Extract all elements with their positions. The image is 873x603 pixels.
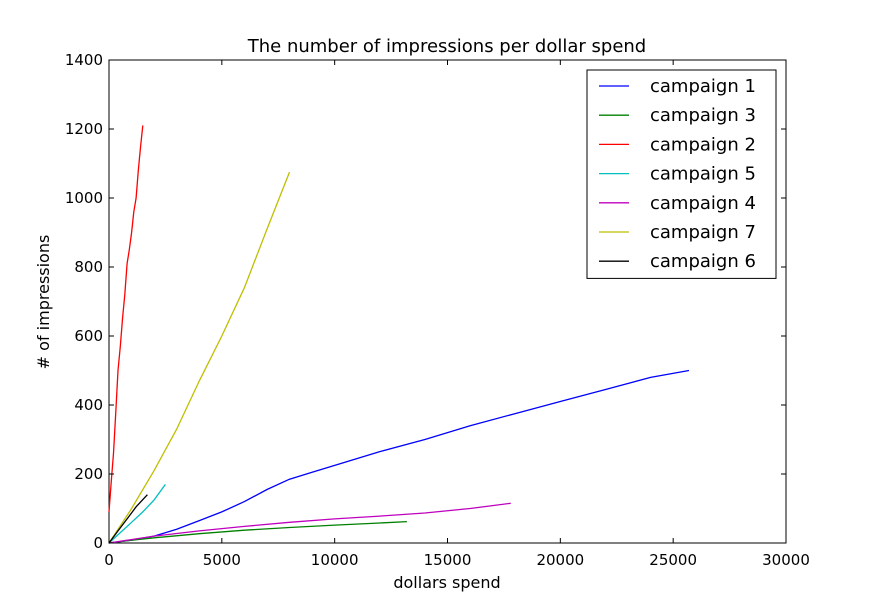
series-line-campaign-6 xyxy=(108,494,148,544)
legend-label: campaign 2 xyxy=(650,134,756,155)
y-tick-label: 1200 xyxy=(65,120,103,138)
legend-label: campaign 1 xyxy=(650,76,756,97)
legend-label: campaign 6 xyxy=(650,251,756,272)
y-tick-label: 800 xyxy=(74,258,103,276)
series-line-campaign-4 xyxy=(108,502,511,544)
series-line-campaign-3 xyxy=(108,520,407,544)
y-tick-label: 200 xyxy=(74,465,103,483)
y-tick-label: 0 xyxy=(93,534,103,552)
series-line-campaign-2 xyxy=(108,125,144,512)
y-tick-label: 400 xyxy=(74,396,103,414)
y-axis-label: # of impressions xyxy=(34,235,53,370)
x-tick-label: 20000 xyxy=(536,551,584,569)
legend-label: campaign 7 xyxy=(650,222,756,243)
x-axis-label: dollars spend xyxy=(393,573,500,592)
legend-label: campaign 5 xyxy=(650,164,756,185)
y-tick-label: 1400 xyxy=(65,51,103,69)
series-line-campaign-7 xyxy=(108,171,291,544)
y-tick-label: 600 xyxy=(74,327,103,345)
x-tick-label: 15000 xyxy=(424,551,472,569)
series-line-campaign-5 xyxy=(108,484,166,544)
series-line-campaign-1 xyxy=(108,369,690,544)
legend: campaign 1 campaign 3 campaign 2 campaign 5… xyxy=(586,69,777,279)
legend-label: campaign 4 xyxy=(650,193,756,214)
chart-title: The number of impressions per dollar spe… xyxy=(247,36,647,57)
legend-label: campaign 3 xyxy=(650,105,756,126)
x-tick-label: 5000 xyxy=(203,551,241,569)
ticks-layer: 0 5000 10000 15000 20000 25000 30000 0 200 400 600… xyxy=(65,51,810,569)
series-layer xyxy=(108,125,690,544)
x-tick-label: 10000 xyxy=(311,551,359,569)
x-tick-label: 0 xyxy=(104,551,114,569)
x-tick-label: 25000 xyxy=(649,551,697,569)
x-tick-label: 30000 xyxy=(762,551,810,569)
y-tick-label: 1000 xyxy=(65,189,103,207)
